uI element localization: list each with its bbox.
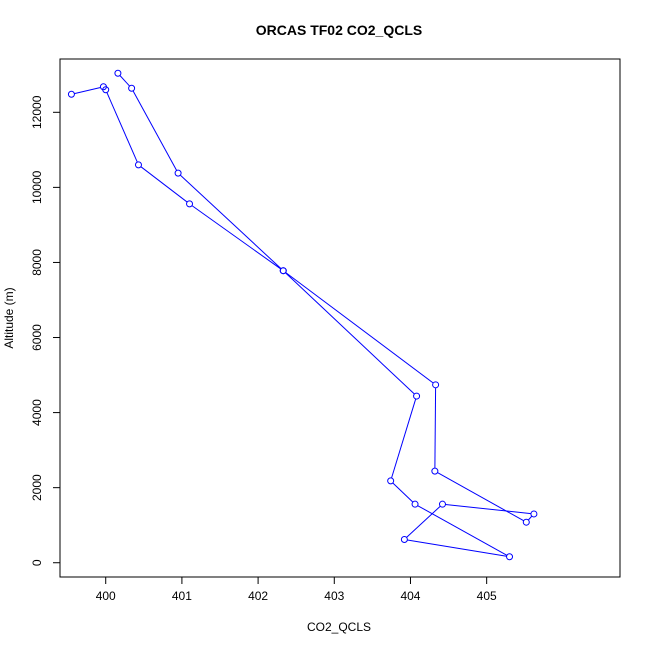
y-axis-label: Altitude (m) <box>2 287 16 348</box>
data-point <box>134 161 142 169</box>
data-point <box>279 267 287 275</box>
series-segment <box>527 515 533 521</box>
data-point <box>114 69 122 77</box>
y-tick-label: 10000 <box>30 170 44 204</box>
y-tick-label: 2000 <box>30 474 44 501</box>
plot-area-frame <box>59 58 621 578</box>
series-segment <box>417 505 508 556</box>
x-tick-label: 402 <box>248 589 268 603</box>
y-tick-label: 0 <box>30 559 44 566</box>
data-point <box>174 169 182 177</box>
series-segment <box>391 398 417 479</box>
data-point <box>67 90 75 98</box>
chart-title: ORCAS TF02 CO2_QCLS <box>256 22 422 38</box>
series-segment <box>434 387 437 469</box>
x-tick-label: 404 <box>400 589 420 603</box>
series-segment <box>140 166 188 203</box>
data-point <box>387 477 395 485</box>
data-point <box>506 553 514 561</box>
data-point <box>438 500 446 508</box>
x-tick-label: 400 <box>96 589 116 603</box>
x-axis-label: CO2_QCLS <box>307 620 371 634</box>
x-tick-label: 403 <box>324 589 344 603</box>
y-tick-label: 6000 <box>30 324 44 351</box>
data-point <box>431 467 439 475</box>
series-segment <box>445 504 531 515</box>
series-segment <box>119 75 130 87</box>
y-tick-label: 12000 <box>30 95 44 129</box>
data-point <box>522 518 530 526</box>
data-point <box>530 510 538 518</box>
data-point <box>102 86 110 94</box>
x-axis: 400 401 402 403 404 405 <box>96 577 497 603</box>
data-point <box>186 200 194 208</box>
x-tick-label: 405 <box>477 589 497 603</box>
series-segment <box>285 272 415 395</box>
data-point <box>400 535 408 543</box>
series-layer <box>67 69 538 561</box>
data-point <box>411 500 419 508</box>
data-point <box>128 84 136 92</box>
series-segment <box>179 174 282 270</box>
x-tick-label: 401 <box>172 589 192 603</box>
series-segment <box>407 539 507 557</box>
series-segment <box>106 92 138 163</box>
series-segment <box>437 472 524 522</box>
series-segment <box>132 90 178 171</box>
series-segment <box>191 205 282 270</box>
y-tick-label: 4000 <box>30 399 44 426</box>
series-segment <box>74 86 101 95</box>
y-tick-label: 8000 <box>30 249 44 276</box>
series-segment <box>406 505 441 538</box>
series-segment <box>285 272 434 384</box>
data-point <box>432 381 440 389</box>
y-axis: 0 2000 4000 6000 8000 10000 12000 <box>30 95 60 566</box>
series-segment <box>392 482 414 503</box>
data-point <box>413 392 421 400</box>
